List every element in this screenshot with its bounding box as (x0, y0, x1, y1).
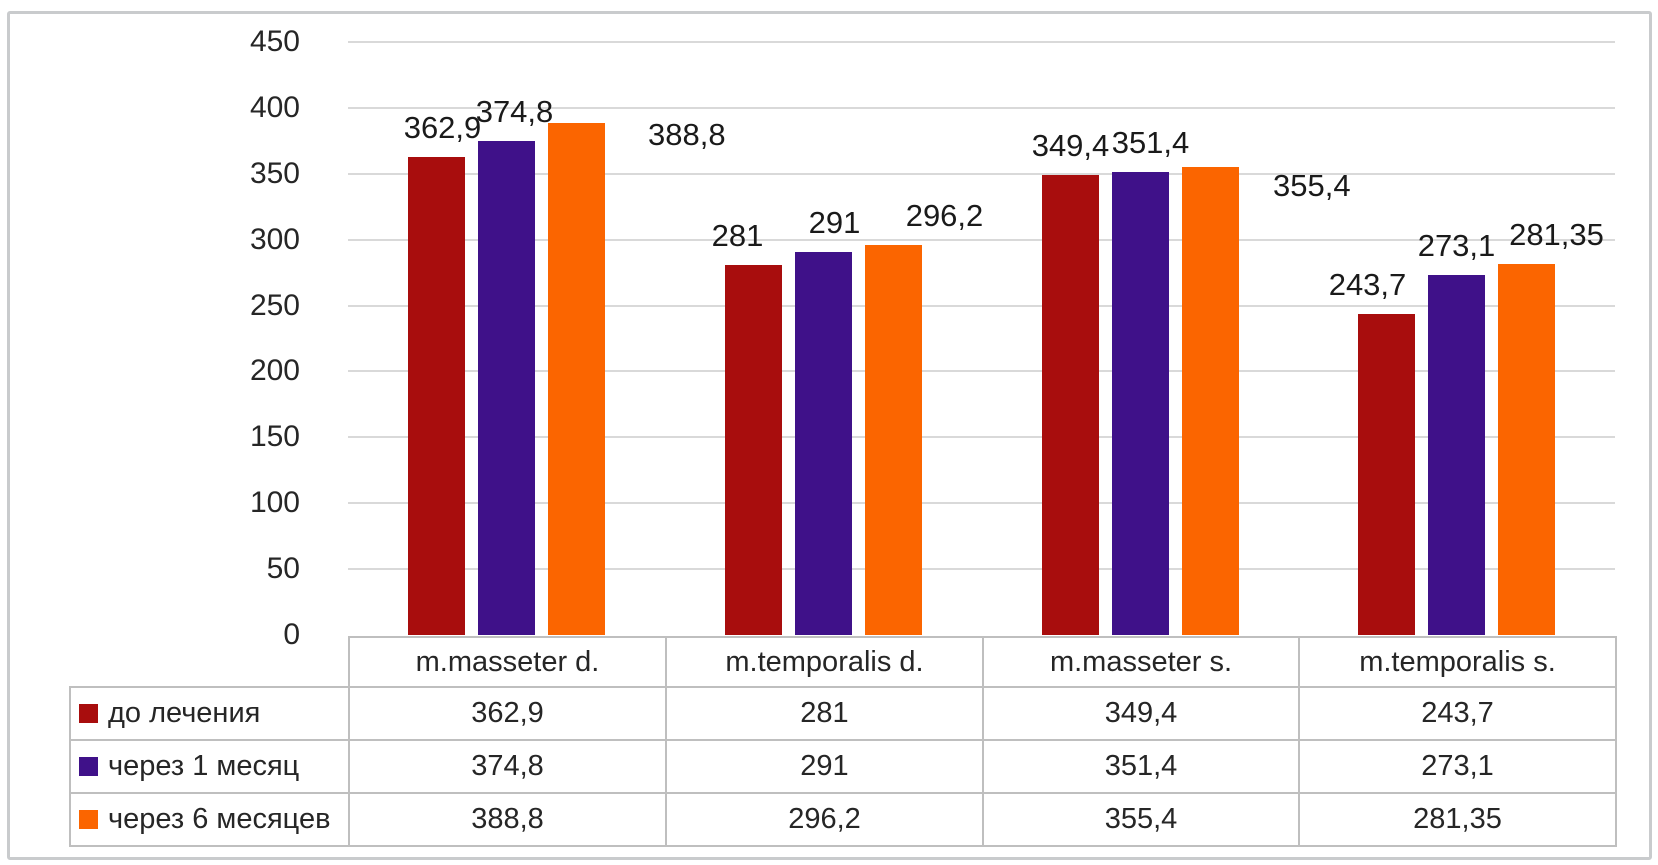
bar-1-4 (1358, 313, 1415, 635)
data-label: 374,8 (475, 94, 554, 130)
data-label: 296,2 (905, 197, 984, 233)
bar-2-1 (478, 141, 535, 635)
value-cell: 388,8 (348, 792, 667, 847)
data-label: 349,4 (1031, 127, 1110, 163)
y-axis-tick-label: 350 (249, 156, 300, 190)
gridline (348, 436, 1615, 439)
data-label: 281 (711, 217, 764, 253)
y-axis-tick-label: 0 (283, 618, 300, 651)
y-axis-tick-label: 250 (249, 288, 300, 322)
data-label: 362,9 (403, 109, 482, 145)
legend-cell: через 1 месяц (69, 739, 350, 794)
value-cell: 374,8 (348, 739, 667, 794)
y-axis-tick-label: 100 (249, 486, 300, 520)
data-label: 273,1 (1417, 228, 1496, 264)
bar-3-4 (1498, 264, 1555, 635)
y-axis-tick-label: 50 (266, 552, 300, 586)
data-label: 243,7 (1328, 266, 1407, 302)
category-header-cell: m.temporalis d. (665, 636, 984, 688)
data-label: 291 (808, 204, 861, 240)
gridline (348, 568, 1615, 571)
value-cell: 273,1 (1298, 739, 1617, 794)
y-axis-tick-label: 150 (249, 420, 300, 454)
data-label: 355,4 (1273, 167, 1351, 203)
legend-label: до лечения (108, 697, 261, 729)
bar-2-3 (1112, 171, 1169, 635)
legend-swatch-series1 (79, 704, 98, 723)
category-header-cell: m.temporalis s. (1298, 636, 1617, 688)
category-header-cell: m.masseter s. (982, 636, 1300, 688)
bar-1-1 (408, 156, 465, 635)
bar-1-2 (725, 264, 782, 635)
data-label: 281,35 (1509, 217, 1604, 253)
table-corner-cell (70, 637, 349, 687)
y-axis-tick-label: 450 (249, 25, 300, 58)
bar-3-1 (548, 122, 605, 635)
value-cell: 351,4 (982, 739, 1300, 794)
bar-2-4 (1428, 275, 1485, 635)
gridline (348, 172, 1615, 175)
gridline (348, 41, 1615, 43)
value-cell: 349,4 (982, 686, 1300, 741)
value-cell: 291 (665, 739, 984, 794)
data-table: m.masseter d. m.temporalis d. m.masseter… (69, 636, 1617, 847)
legend-swatch-series2 (79, 757, 98, 776)
value-cell: 281,35 (1298, 792, 1617, 847)
bar-2-2 (795, 251, 852, 635)
value-cell: 362,9 (348, 686, 667, 741)
legend-cell: до лечения (69, 686, 350, 741)
legend-swatch-series3 (79, 810, 98, 829)
gridline (348, 238, 1615, 241)
gridline (348, 106, 1615, 109)
category-header-cell: m.masseter d. (348, 636, 667, 688)
y-axis-tick-label: 400 (249, 90, 300, 124)
bar-3-3 (1182, 166, 1239, 635)
value-cell: 281 (665, 686, 984, 741)
legend-label: через 1 месяц (108, 750, 300, 782)
bar-3-2 (865, 244, 922, 635)
legend-cell: через 6 месяцев (69, 792, 350, 847)
value-cell: 243,7 (1298, 686, 1617, 741)
data-label: 388,8 (648, 116, 726, 152)
gridline (348, 304, 1615, 307)
legend-label: через 6 месяцев (108, 803, 331, 835)
y-axis-tick-label: 300 (249, 222, 300, 256)
data-label: 351,4 (1111, 124, 1190, 160)
value-cell: 296,2 (665, 792, 984, 847)
value-cell: 355,4 (982, 792, 1300, 847)
y-axis-tick-label: 200 (249, 354, 300, 388)
bar-1-3 (1042, 174, 1099, 635)
gridline (348, 370, 1615, 373)
gridline (348, 502, 1615, 505)
